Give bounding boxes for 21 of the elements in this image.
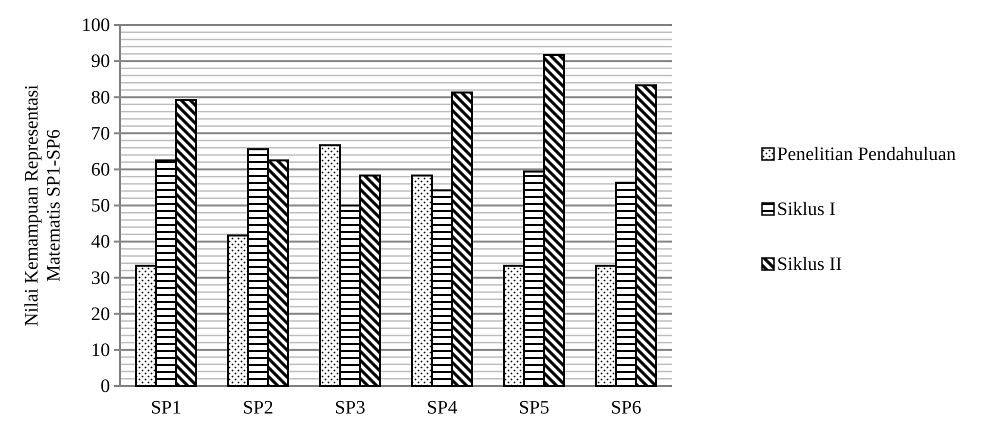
y-tick-label: 30 bbox=[91, 268, 110, 289]
x-tick-label: SP3 bbox=[334, 398, 366, 419]
y-tick-label: 100 bbox=[82, 15, 110, 36]
legend-label: Siklus I bbox=[777, 199, 836, 220]
y-tick-label: 90 bbox=[91, 51, 110, 72]
x-tick-label: SP1 bbox=[150, 398, 182, 419]
y-tick-label: 0 bbox=[100, 376, 110, 398]
y-tick-label: 10 bbox=[91, 340, 110, 361]
x-tick-label: SP2 bbox=[242, 398, 274, 419]
y-tick-label: 60 bbox=[91, 159, 110, 180]
legend-label: Siklus II bbox=[777, 254, 842, 275]
x-tick-label: SP6 bbox=[610, 398, 642, 419]
y-tick-label: 80 bbox=[91, 87, 110, 108]
y-tick-label: 70 bbox=[91, 123, 110, 144]
x-tick-label: SP5 bbox=[518, 398, 550, 419]
x-tick-label: SP4 bbox=[426, 398, 458, 419]
legend-label: Penelitian Pendahuluan bbox=[777, 144, 956, 165]
y-tick-label: 50 bbox=[91, 196, 110, 217]
y-tick-label: 40 bbox=[91, 232, 110, 253]
y-tick-label: 20 bbox=[91, 304, 110, 325]
y-axis-title: Nilai Kemampuan Representasi Matematis SP1-SP6 bbox=[21, 84, 64, 326]
